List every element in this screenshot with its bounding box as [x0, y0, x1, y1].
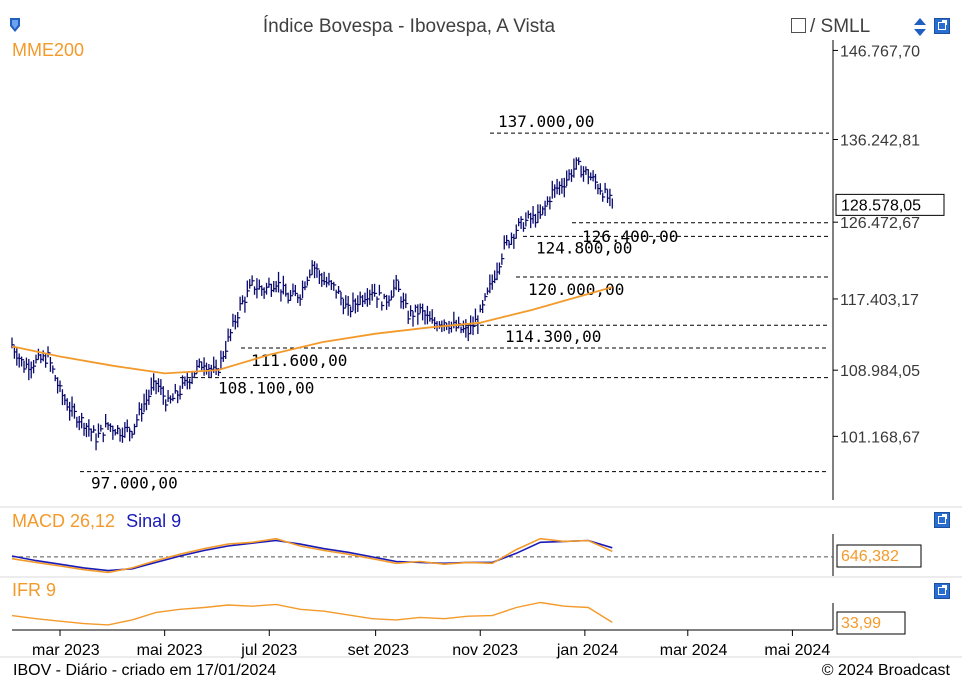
macd-panel-expand-icon[interactable]: [934, 512, 950, 528]
level-label: 120.000,00: [528, 280, 624, 299]
ifr-value-box: [836, 611, 906, 635]
up-down-arrows-icon[interactable]: [914, 18, 926, 36]
current-value-box: [835, 193, 945, 216]
macd-line: [11, 537, 613, 574]
level-label: 108.100,00: [218, 379, 314, 398]
macd-legend-label: MACD 26,12: [12, 511, 116, 531]
ifr-panel-expand-icon[interactable]: [934, 583, 950, 599]
signal-legend-label: Sinal 9: [126, 511, 182, 531]
macd-value-box: [836, 544, 922, 568]
y-tick-label: 108.984,05: [840, 363, 920, 380]
y-tick-label: 117.403,17: [840, 292, 919, 309]
ifr-value-label: 33,99: [841, 615, 881, 632]
level-label: 124.800,00: [536, 238, 632, 257]
broadcast-logo-icon: [10, 18, 20, 32]
ifr-legend: IFR 9: [12, 580, 57, 600]
y-tick-label: 126.472,67: [840, 215, 920, 232]
compare-checkbox[interactable]: [791, 18, 806, 33]
ifr-line: [11, 601, 613, 626]
level-label: 97.000,00: [91, 474, 178, 493]
footer-copyright: © 2024 Broadcast: [821, 662, 950, 679]
macd-legend: MACD 26,12 Sinal 9: [12, 511, 181, 532]
x-tick-label: mar 2024: [660, 642, 728, 659]
x-tick-label: set 2023: [348, 642, 409, 659]
macd-value-label: 646,382: [841, 548, 899, 565]
x-tick-label: nov 2023: [452, 642, 518, 659]
signal-line: [11, 539, 613, 572]
x-tick-label: mar 2023: [32, 642, 100, 659]
y-tick-label: 136.242,81: [840, 133, 920, 150]
compare-label: / SMLL: [810, 16, 871, 37]
level-label: 114.300,00: [505, 327, 601, 346]
current-value-label: 128.578,05: [841, 197, 921, 214]
compare-toggle[interactable]: / SMLL: [791, 16, 870, 38]
footer-caption: IBOV - Diário - criado em 17/01/2024: [13, 662, 277, 679]
x-tick-label: mai 2024: [764, 642, 830, 659]
y-tick-label: 101.168,67: [840, 429, 920, 446]
level-label: 111.600,00: [251, 351, 347, 370]
y-tick-label: 146.767,70: [840, 43, 920, 60]
x-tick-label: mai 2023: [137, 642, 203, 659]
x-tick-label: jul 2023: [240, 642, 297, 659]
price-panel-expand-icon[interactable]: [934, 18, 950, 34]
level-label: 137.000,00: [498, 112, 594, 131]
mme200-line: [11, 286, 613, 375]
price-bars: [11, 157, 613, 451]
chart-title: Índice Bovespa - Ibovespa, A Vista: [262, 16, 556, 37]
mme200-legend: MME200: [12, 40, 85, 60]
x-tick-label: jan 2024: [556, 642, 618, 659]
